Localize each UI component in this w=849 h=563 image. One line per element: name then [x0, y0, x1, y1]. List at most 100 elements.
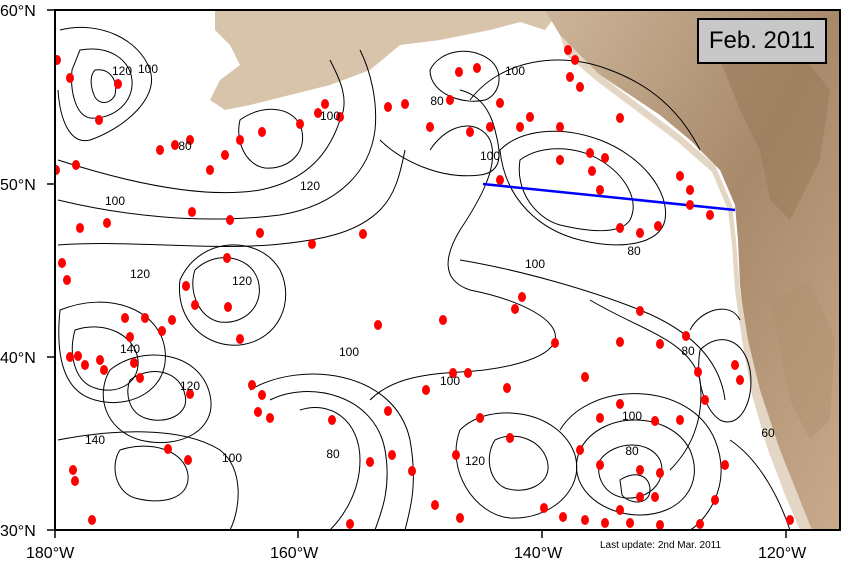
float-marker	[236, 334, 244, 344]
float-marker	[636, 492, 644, 502]
float-marker	[556, 122, 564, 132]
float-marker	[556, 155, 564, 165]
contour-value-label: 140	[85, 433, 105, 447]
contour-value-label: 80	[430, 94, 444, 108]
float-marker	[731, 360, 739, 370]
float-marker	[439, 315, 447, 325]
float-marker	[226, 215, 234, 225]
date-label: Feb. 2011	[708, 27, 816, 54]
lat-label-40n: 40°N	[0, 350, 36, 367]
float-marker	[126, 332, 134, 342]
float-marker	[221, 150, 229, 160]
float-marker	[66, 352, 74, 362]
float-marker	[158, 326, 166, 336]
float-marker	[95, 115, 103, 125]
axis-ticks	[47, 9, 787, 538]
float-marker	[63, 275, 71, 285]
float-marker	[336, 112, 344, 122]
contour-value-label: 100	[505, 64, 525, 78]
float-marker	[651, 416, 659, 426]
float-marker	[581, 372, 589, 382]
float-marker	[182, 281, 190, 291]
float-marker	[559, 512, 567, 522]
float-marker	[586, 148, 594, 158]
contour-value-label: 120	[130, 267, 150, 281]
float-marker	[446, 95, 454, 105]
contour-value-label: 120	[180, 379, 200, 393]
contour-value-label: 120	[300, 179, 320, 193]
float-marker	[114, 79, 122, 89]
float-marker	[71, 476, 79, 486]
float-marker	[656, 520, 664, 530]
float-marker	[130, 358, 138, 368]
float-marker	[191, 300, 199, 310]
float-marker	[686, 200, 694, 210]
lon-label-140w: 140°W	[514, 545, 563, 562]
float-marker	[186, 135, 194, 145]
contour-value-label: 80	[625, 444, 639, 458]
lat-label-30n: 30°N	[0, 523, 36, 540]
float-marker	[616, 399, 624, 409]
float-marker	[701, 395, 709, 405]
float-marker	[651, 492, 659, 502]
float-marker	[596, 185, 604, 195]
float-marker	[711, 495, 719, 505]
float-marker	[656, 468, 664, 478]
float-marker	[503, 383, 511, 393]
float-marker	[58, 258, 66, 268]
contour-value-label: 80	[178, 139, 192, 153]
float-marker	[506, 433, 514, 443]
alaska-land	[210, 10, 560, 110]
float-marker	[696, 519, 704, 529]
float-marker	[466, 127, 474, 137]
float-marker	[55, 55, 61, 65]
contour-value-label: 100	[222, 451, 242, 465]
float-marker	[188, 207, 196, 217]
float-marker	[616, 505, 624, 515]
float-marker	[168, 315, 176, 325]
contour-value-label: 80	[627, 244, 641, 258]
float-marker	[426, 122, 434, 132]
float-marker	[321, 99, 329, 109]
float-marker	[676, 415, 684, 425]
float-marker	[576, 445, 584, 455]
float-marker	[156, 145, 164, 155]
float-marker	[223, 253, 231, 263]
float-marker	[258, 390, 266, 400]
float-marker	[384, 406, 392, 416]
float-marker	[96, 355, 104, 365]
section-line	[482, 182, 736, 212]
float-marker	[694, 367, 702, 377]
float-marker	[88, 515, 96, 525]
float-marker	[72, 160, 80, 170]
float-marker	[626, 518, 634, 528]
float-marker	[186, 389, 194, 399]
float-marker	[596, 460, 604, 470]
float-marker	[81, 360, 89, 370]
float-marker	[449, 368, 457, 378]
contour-value-label: 80	[326, 447, 340, 461]
float-marker	[328, 415, 336, 425]
contour-value-label: 100	[525, 257, 545, 271]
float-marker	[588, 166, 596, 176]
float-marker	[121, 313, 129, 323]
mountain-highlight-2	[770, 280, 835, 440]
float-marker	[136, 373, 144, 383]
float-marker	[100, 365, 108, 375]
float-marker	[296, 119, 304, 129]
update-note: Last update: 2nd Mar. 2011	[600, 540, 722, 551]
float-marker	[431, 500, 439, 510]
float-marker	[464, 368, 472, 378]
float-marker	[564, 45, 572, 55]
float-marker	[616, 113, 624, 123]
float-marker	[69, 465, 77, 475]
lon-label-180w: 180°W	[26, 545, 75, 562]
float-marker	[636, 306, 644, 316]
float-marker	[601, 518, 609, 528]
contour-value-label: 100	[105, 194, 125, 208]
contour-value-label: 100	[480, 149, 500, 163]
float-marker	[314, 108, 322, 118]
lat-label-60n: 60°N	[0, 3, 36, 20]
plot-frame	[54, 9, 841, 531]
